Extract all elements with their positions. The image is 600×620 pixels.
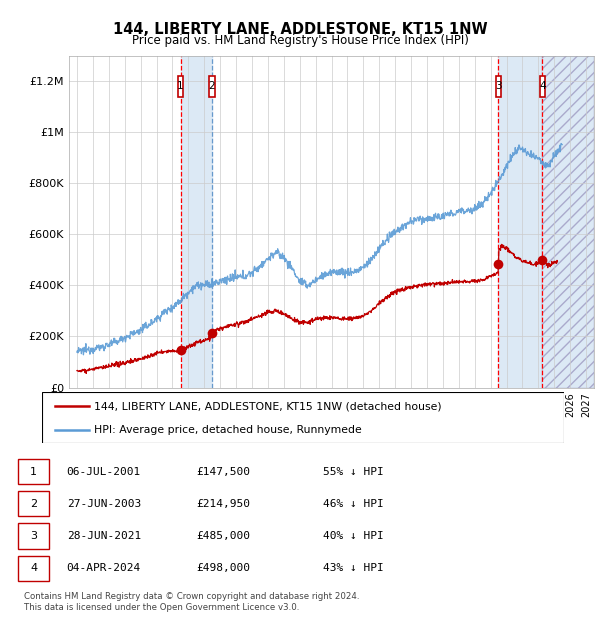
- Text: 144, LIBERTY LANE, ADDLESTONE, KT15 1NW: 144, LIBERTY LANE, ADDLESTONE, KT15 1NW: [113, 22, 487, 37]
- Text: 2: 2: [30, 499, 37, 509]
- Text: 40% ↓ HPI: 40% ↓ HPI: [323, 531, 384, 541]
- Text: 43% ↓ HPI: 43% ↓ HPI: [323, 563, 384, 573]
- Text: 2: 2: [209, 81, 215, 91]
- FancyBboxPatch shape: [18, 523, 49, 549]
- FancyBboxPatch shape: [42, 392, 564, 443]
- Text: Contains HM Land Registry data © Crown copyright and database right 2024.
This d: Contains HM Land Registry data © Crown c…: [24, 592, 359, 611]
- Text: 46% ↓ HPI: 46% ↓ HPI: [323, 499, 384, 509]
- FancyBboxPatch shape: [539, 76, 545, 97]
- Text: 55% ↓ HPI: 55% ↓ HPI: [323, 467, 384, 477]
- Text: 4: 4: [30, 563, 37, 573]
- Text: 4: 4: [539, 81, 546, 91]
- Text: 04-APR-2024: 04-APR-2024: [67, 563, 141, 573]
- FancyBboxPatch shape: [18, 459, 49, 484]
- Text: £214,950: £214,950: [196, 499, 250, 509]
- Text: 1: 1: [30, 467, 37, 477]
- Text: £498,000: £498,000: [196, 563, 250, 573]
- Bar: [181, 56, 212, 388]
- FancyBboxPatch shape: [18, 556, 49, 580]
- Text: 1: 1: [177, 81, 184, 91]
- FancyBboxPatch shape: [18, 491, 49, 516]
- Text: 3: 3: [30, 531, 37, 541]
- Text: £147,500: £147,500: [196, 467, 250, 477]
- Text: 06-JUL-2001: 06-JUL-2001: [67, 467, 141, 477]
- Bar: [542, 56, 594, 388]
- Bar: [499, 56, 542, 388]
- Text: HPI: Average price, detached house, Runnymede: HPI: Average price, detached house, Runn…: [94, 425, 362, 435]
- Text: 28-JUN-2021: 28-JUN-2021: [67, 531, 141, 541]
- Text: £485,000: £485,000: [196, 531, 250, 541]
- Text: 3: 3: [495, 81, 502, 91]
- FancyBboxPatch shape: [496, 76, 501, 97]
- Text: Price paid vs. HM Land Registry's House Price Index (HPI): Price paid vs. HM Land Registry's House …: [131, 34, 469, 47]
- FancyBboxPatch shape: [178, 76, 184, 97]
- Text: 27-JUN-2003: 27-JUN-2003: [67, 499, 141, 509]
- FancyBboxPatch shape: [209, 76, 215, 97]
- Text: 144, LIBERTY LANE, ADDLESTONE, KT15 1NW (detached house): 144, LIBERTY LANE, ADDLESTONE, KT15 1NW …: [94, 401, 442, 411]
